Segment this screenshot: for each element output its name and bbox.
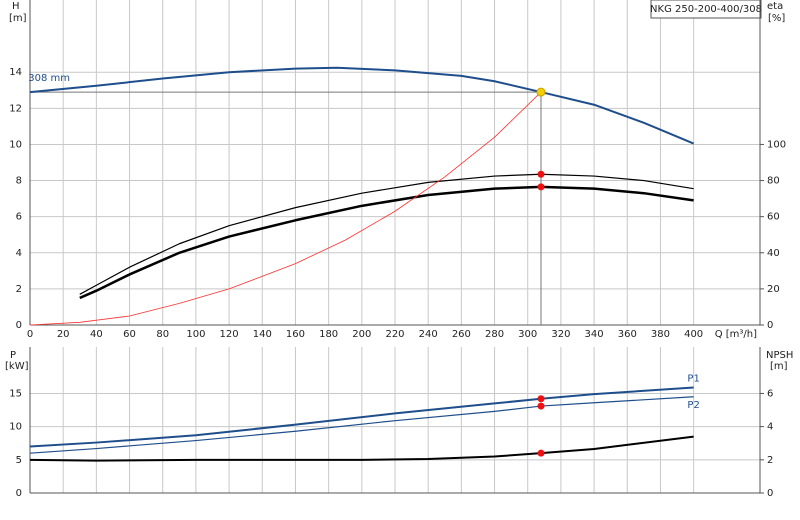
- y-tick-label: 0: [16, 488, 22, 499]
- x-tick-label: 260: [452, 329, 471, 340]
- y-tick-label: 2: [16, 284, 22, 295]
- y2-axis-label: NPSH: [766, 350, 793, 361]
- y-tick-label: 5: [16, 455, 22, 466]
- duty-point: [537, 449, 545, 457]
- y2-tick-label: 60: [767, 212, 780, 223]
- x-axis-label: Q [m³/h]: [715, 329, 757, 340]
- y-tick-label: 10: [9, 422, 22, 433]
- y-tick-label: 8: [16, 176, 22, 187]
- x-tick-label: 20: [57, 329, 70, 340]
- operating-point: [536, 87, 546, 97]
- x-tick-label: 80: [156, 329, 169, 340]
- product-box: [650, 0, 762, 19]
- y2-axis-label: eta: [767, 1, 783, 12]
- curve: [79, 185, 694, 300]
- y-axis-unit: [m]: [9, 13, 27, 24]
- y-axis-label: H: [12, 1, 20, 12]
- y-tick-label: 14: [9, 67, 22, 78]
- x-tick-label: 220: [385, 329, 404, 340]
- series-label: P2: [687, 400, 699, 411]
- y2-tick-label: 0: [767, 320, 773, 331]
- y-axis-unit: [kW]: [5, 361, 29, 372]
- y-tick-label: 10: [9, 139, 22, 150]
- duty-point: [537, 402, 545, 410]
- curve: [29, 435, 694, 462]
- x-tick-label: 140: [253, 329, 272, 340]
- y2-tick-label: 4: [767, 422, 773, 433]
- x-tick-label: 360: [618, 329, 637, 340]
- series-label: P1: [687, 373, 699, 384]
- x-tick-label: 240: [419, 329, 438, 340]
- y-axis-label: P: [10, 350, 16, 361]
- curve: [29, 91, 542, 326]
- y-tick-label: 0: [16, 320, 22, 331]
- y2-tick-label: 0: [767, 488, 773, 499]
- y-tick-label: 6: [16, 212, 22, 223]
- x-tick-label: 160: [286, 329, 305, 340]
- product-label: NKG 250-200-400/308: [650, 4, 762, 15]
- series-label: 308 mm: [28, 73, 70, 84]
- x-tick-label: 320: [551, 329, 570, 340]
- curve: [29, 386, 694, 448]
- y2-tick-label: 6: [767, 388, 773, 399]
- x-tick-label: 200: [352, 329, 371, 340]
- curve: [29, 396, 694, 454]
- duty-point: [537, 183, 545, 191]
- curve: [79, 173, 694, 295]
- y2-tick-label: 80: [767, 176, 780, 187]
- y2-tick-label: 40: [767, 248, 780, 259]
- x-tick-label: 280: [485, 329, 504, 340]
- x-tick-label: 180: [319, 329, 338, 340]
- y-tick-label: 4: [16, 248, 22, 259]
- y2-axis-unit: [m]: [770, 361, 788, 372]
- curve: [29, 66, 695, 145]
- y2-tick-label: 100: [767, 139, 786, 150]
- x-tick-label: 40: [90, 329, 103, 340]
- x-tick-label: 120: [220, 329, 239, 340]
- x-tick-label: 300: [518, 329, 537, 340]
- x-tick-label: 100: [186, 329, 205, 340]
- x-tick-label: 400: [684, 329, 703, 340]
- y-tick-label: 15: [9, 388, 22, 399]
- y-tick-label: 12: [9, 103, 22, 114]
- x-tick-label: 340: [585, 329, 604, 340]
- y2-tick-label: 20: [767, 284, 780, 295]
- duty-point: [537, 170, 545, 178]
- x-tick-label: 60: [123, 329, 136, 340]
- duty-point: [537, 395, 545, 403]
- y2-tick-label: 2: [767, 455, 773, 466]
- y2-axis-unit: [%]: [768, 13, 785, 24]
- x-tick-label: 380: [651, 329, 670, 340]
- x-tick-label: 0: [27, 329, 33, 340]
